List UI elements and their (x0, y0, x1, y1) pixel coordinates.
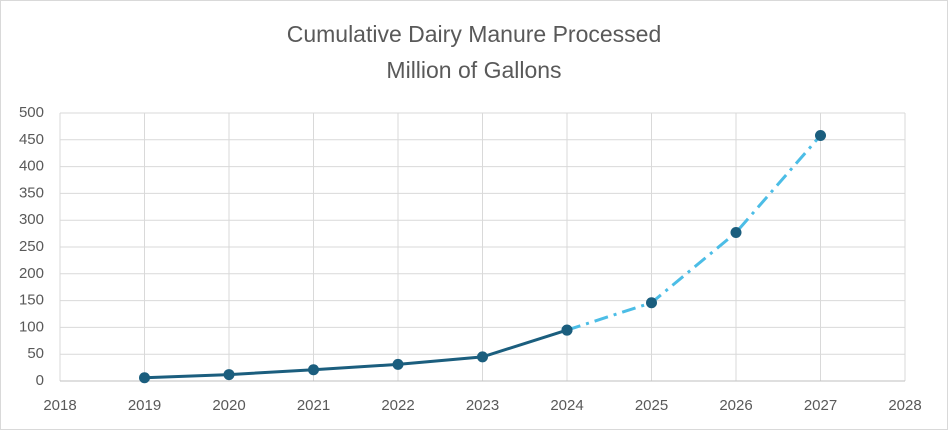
x-tick-label: 2018 (43, 397, 76, 414)
y-tick-label: 250 (19, 238, 44, 255)
y-tick-label: 450 (19, 131, 44, 148)
x-tick-label: 2026 (719, 397, 752, 414)
y-tick-label: 350 (19, 184, 44, 201)
y-tick-label: 50 (27, 345, 44, 362)
marker (646, 297, 657, 309)
x-tick-label: 2021 (297, 397, 330, 414)
chart-title: Cumulative Dairy Manure Processed (287, 21, 662, 47)
marker (139, 372, 150, 384)
x-tick-label: 2020 (212, 397, 245, 414)
marker (815, 130, 826, 142)
marker (392, 358, 404, 370)
x-tick-label: 2024 (550, 397, 583, 414)
y-tick-label: 0 (36, 372, 44, 389)
y-tick-label: 500 (19, 104, 44, 121)
y-tick-label: 400 (19, 158, 44, 175)
x-tick-label: 2023 (466, 397, 499, 414)
x-tick-label: 2027 (804, 397, 837, 414)
y-tick-label: 150 (19, 292, 44, 309)
line (144, 328, 568, 380)
y-tick-label: 100 (19, 318, 44, 335)
marker (477, 351, 488, 363)
x-tick-label: 2022 (381, 397, 414, 414)
x-tick-label: 2025 (635, 397, 668, 414)
x-tick-label: 2028 (888, 397, 921, 414)
line (566, 134, 822, 332)
x-tick-label: 2019 (128, 397, 161, 414)
marker (561, 324, 573, 336)
y-tick-label: 200 (19, 265, 44, 282)
chart-subtitle: Million of Gallons (386, 57, 561, 83)
marker (223, 369, 235, 381)
y-tick-label: 300 (19, 211, 44, 228)
marker (308, 364, 319, 376)
marker (730, 227, 742, 239)
